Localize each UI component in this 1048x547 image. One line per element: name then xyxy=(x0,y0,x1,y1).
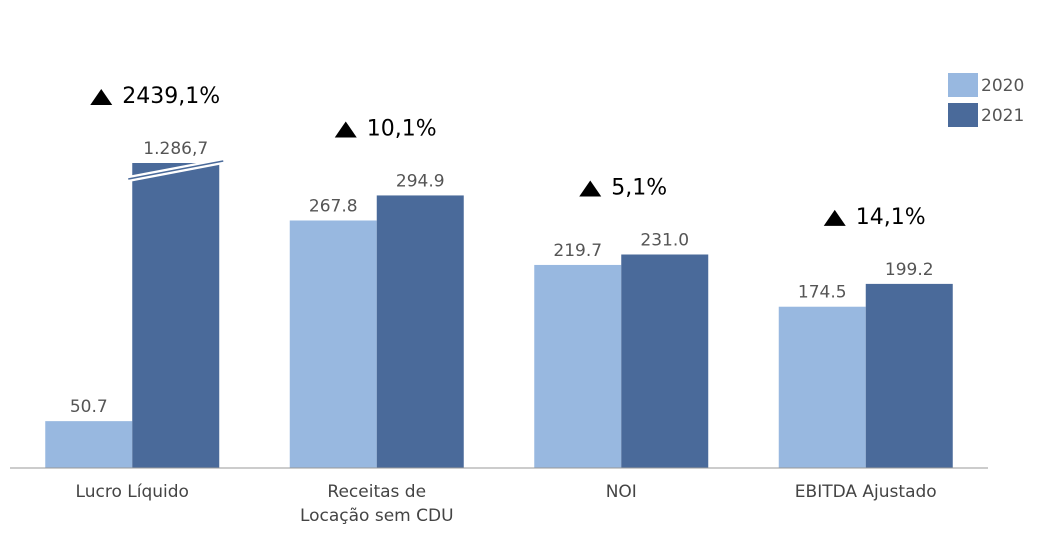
annotation: 14,1% xyxy=(856,205,926,230)
data-label: 219.7 xyxy=(553,241,602,261)
up-triangle xyxy=(334,121,357,138)
axis-break xyxy=(128,160,224,180)
x-tick-label: Receitas de Locação sem CDU xyxy=(299,482,454,526)
annotation: 5,1% xyxy=(611,176,667,201)
up-triangle xyxy=(90,89,113,105)
annotation: 2439,1% xyxy=(122,84,220,109)
bar xyxy=(289,220,377,468)
bar xyxy=(534,264,622,468)
x-tick-label: NOI xyxy=(605,482,637,502)
data-label: 199.2 xyxy=(885,260,934,280)
legend-swatch xyxy=(948,73,978,97)
up-triangle xyxy=(823,209,846,226)
data-label: 267.8 xyxy=(309,196,358,216)
bar xyxy=(45,421,133,468)
data-label: 1.286,7 xyxy=(143,139,208,159)
bar xyxy=(621,254,709,468)
annotation: 10,1% xyxy=(367,116,437,141)
bar xyxy=(865,283,953,468)
x-tick-label: EBITDA Ajustado xyxy=(794,482,937,502)
legend-swatch xyxy=(948,103,978,127)
up-triangle xyxy=(579,180,602,197)
bar xyxy=(376,195,464,468)
data-label: 174.5 xyxy=(798,283,847,303)
x-tick-label: Lucro Líquido xyxy=(75,482,189,502)
data-label: 50.7 xyxy=(70,397,108,417)
bar xyxy=(778,306,866,468)
data-label: 294.9 xyxy=(396,171,445,191)
data-label: 231.0 xyxy=(640,231,689,251)
legend-label: 2021 xyxy=(981,106,1024,126)
bar xyxy=(132,163,220,468)
legend-label: 2020 xyxy=(981,76,1024,96)
